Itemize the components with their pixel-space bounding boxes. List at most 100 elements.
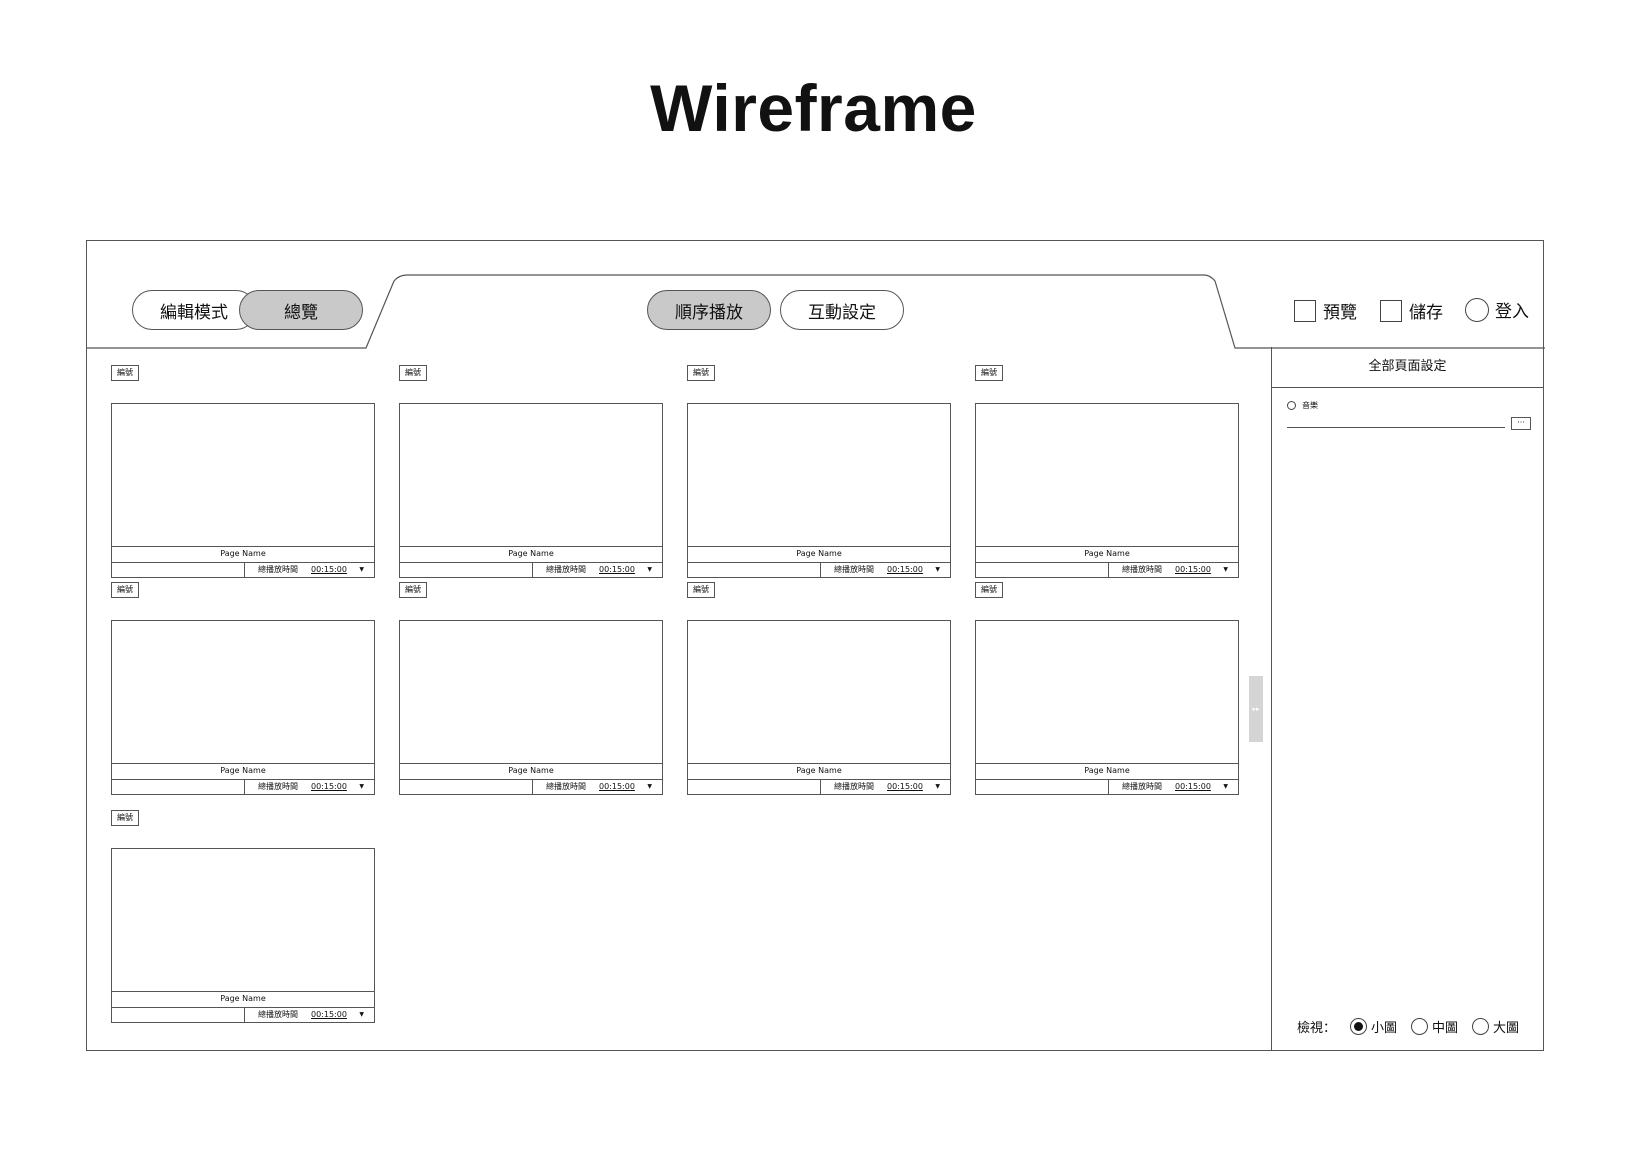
panel-title: 全部頁面設定 [1272, 347, 1543, 388]
login-label: 登入 [1495, 302, 1529, 322]
page-thumbnail[interactable] [400, 404, 662, 547]
view-option-small[interactable]: 小圖 [1350, 1017, 1397, 1036]
duration-select[interactable]: 總播放時間 00:15:00 ▼ [532, 562, 662, 578]
duration-label: 總播放時間 [546, 565, 586, 574]
music-option[interactable]: 音樂 [1287, 400, 1318, 411]
browse-button[interactable]: ··· [1511, 417, 1531, 430]
tab-edit-mode-label: 編輯模式 [160, 302, 228, 323]
dropdown-triangle-icon: ▼ [935, 783, 940, 790]
duration-select[interactable]: 總播放時間 00:15:00 ▼ [1108, 779, 1238, 795]
music-radio-icon [1287, 401, 1296, 410]
view-label: 檢視： [1297, 1021, 1337, 1036]
view-option-medium[interactable]: 中圖 [1411, 1017, 1458, 1036]
view-option-large-label: 大圖 [1493, 1021, 1520, 1036]
page-title: Wireframe [650, 71, 977, 145]
card-number-tag: 編號 [111, 365, 139, 381]
page-thumbnail[interactable] [976, 621, 1238, 764]
duration-select[interactable]: 總播放時間 00:15:00 ▼ [532, 779, 662, 795]
panel-collapse-handle[interactable]: ▸▸ [1249, 676, 1263, 742]
duration-bar: 總播放時間 00:15:00 ▼ [112, 1007, 374, 1023]
duration-bar: 總播放時間 00:15:00 ▼ [400, 779, 662, 795]
duration-label: 總播放時間 [1122, 565, 1162, 574]
duration-label: 總播放時間 [1122, 782, 1162, 791]
tab-overview[interactable]: 總覽 [239, 290, 363, 330]
ellipsis-icon: ··· [1517, 418, 1525, 427]
duration-label: 總播放時間 [258, 565, 298, 574]
duration-bar: 總播放時間 00:15:00 ▼ [976, 779, 1238, 795]
app-window: 編輯模式 總覽 順序播放 互動設定 預覽 儲存 登入 [86, 240, 1545, 1051]
duration-value: 00:15:00 [887, 782, 923, 791]
radio-icon [1472, 1018, 1490, 1035]
duration-value: 00:15:00 [599, 782, 635, 791]
dropdown-triangle-icon: ▼ [1223, 566, 1228, 573]
double-chevron-icon: ▸▸ [1252, 705, 1260, 713]
duration-select[interactable]: 總播放時間 00:15:00 ▼ [1108, 562, 1238, 578]
dropdown-triangle-icon: ▼ [647, 783, 652, 790]
page-thumbnail[interactable] [688, 404, 950, 547]
page-card[interactable]: Page Name 總播放時間 00:15:00 ▼ [399, 620, 663, 795]
dropdown-triangle-icon: ▼ [359, 566, 364, 573]
page-name: Page Name [112, 546, 374, 563]
page-thumbnail[interactable] [112, 849, 374, 992]
preview-button[interactable]: 預覽 [1294, 298, 1357, 323]
duration-select[interactable]: 總播放時間 00:15:00 ▼ [244, 779, 374, 795]
card-number-tag: 編號 [111, 810, 139, 826]
duration-bar: 總播放時間 00:15:00 ▼ [112, 562, 374, 578]
duration-select[interactable]: 總播放時間 00:15:00 ▼ [244, 1007, 374, 1023]
tab-sequential-play[interactable]: 順序播放 [647, 290, 771, 330]
dropdown-triangle-icon: ▼ [935, 566, 940, 573]
page-name: Page Name [688, 546, 950, 563]
duration-value: 00:15:00 [887, 565, 923, 574]
save-button[interactable]: 儲存 [1380, 298, 1443, 323]
save-label: 儲存 [1409, 303, 1443, 323]
page-thumbnail[interactable] [976, 404, 1238, 547]
duration-value: 00:15:00 [311, 782, 347, 791]
page-card[interactable]: Page Name 總播放時間 00:15:00 ▼ [975, 403, 1239, 578]
duration-label: 總播放時間 [834, 565, 874, 574]
page-card[interactable]: Page Name 總播放時間 00:15:00 ▼ [111, 620, 375, 795]
duration-bar: 總播放時間 00:15:00 ▼ [400, 562, 662, 578]
page-card[interactable]: Page Name 總播放時間 00:15:00 ▼ [687, 403, 951, 578]
page-thumbnail[interactable] [688, 621, 950, 764]
page-card[interactable]: Page Name 總播放時間 00:15:00 ▼ [111, 403, 375, 578]
duration-select[interactable]: 總播放時間 00:15:00 ▼ [244, 562, 374, 578]
login-radio-icon [1465, 297, 1489, 322]
tab-interaction-settings[interactable]: 互動設定 [780, 290, 904, 330]
login-button[interactable]: 登入 [1465, 297, 1529, 322]
duration-label: 總播放時間 [546, 782, 586, 791]
duration-select[interactable]: 總播放時間 00:15:00 ▼ [820, 562, 950, 578]
page-thumbnail[interactable] [112, 621, 374, 764]
duration-bar: 總播放時間 00:15:00 ▼ [688, 562, 950, 578]
page-card[interactable]: Page Name 總播放時間 00:15:00 ▼ [399, 403, 663, 578]
view-option-small-label: 小圖 [1371, 1021, 1398, 1036]
tab-sequential-play-label: 順序播放 [675, 302, 743, 323]
view-option-medium-label: 中圖 [1432, 1021, 1459, 1036]
duration-label: 總播放時間 [258, 1010, 298, 1019]
page-thumbnail[interactable] [112, 404, 374, 547]
music-path-input[interactable] [1287, 427, 1505, 428]
card-number-tag: 編號 [687, 365, 715, 381]
page-name: Page Name [400, 546, 662, 563]
view-size-selector: 檢視： 小圖 中圖 大圖 [1297, 1017, 1519, 1036]
page-card[interactable]: Page Name 總播放時間 00:15:00 ▼ [975, 620, 1239, 795]
page-name: Page Name [688, 763, 950, 780]
page-card[interactable]: Page Name 總播放時間 00:15:00 ▼ [111, 848, 375, 1023]
card-number-tag: 編號 [975, 365, 1003, 381]
dropdown-triangle-icon: ▼ [647, 566, 652, 573]
duration-value: 00:15:00 [1175, 782, 1211, 791]
dropdown-triangle-icon: ▼ [359, 1011, 364, 1018]
settings-panel: 全部頁面設定 音樂 ··· 檢視： 小圖 中圖 大圖 [1271, 347, 1543, 1050]
page-name: Page Name [976, 763, 1238, 780]
radio-selected-icon [1350, 1018, 1368, 1035]
header-tab-shape [87, 274, 1545, 349]
card-number-tag: 編號 [687, 582, 715, 598]
page-card[interactable]: Page Name 總播放時間 00:15:00 ▼ [687, 620, 951, 795]
duration-select[interactable]: 總播放時間 00:15:00 ▼ [820, 779, 950, 795]
page-thumbnail[interactable] [400, 621, 662, 764]
view-option-large[interactable]: 大圖 [1472, 1017, 1519, 1036]
card-number-tag: 編號 [399, 582, 427, 598]
card-number-tag: 編號 [975, 582, 1003, 598]
duration-bar: 總播放時間 00:15:00 ▼ [112, 779, 374, 795]
duration-value: 00:15:00 [311, 565, 347, 574]
tab-edit-mode[interactable]: 編輯模式 [132, 290, 256, 330]
